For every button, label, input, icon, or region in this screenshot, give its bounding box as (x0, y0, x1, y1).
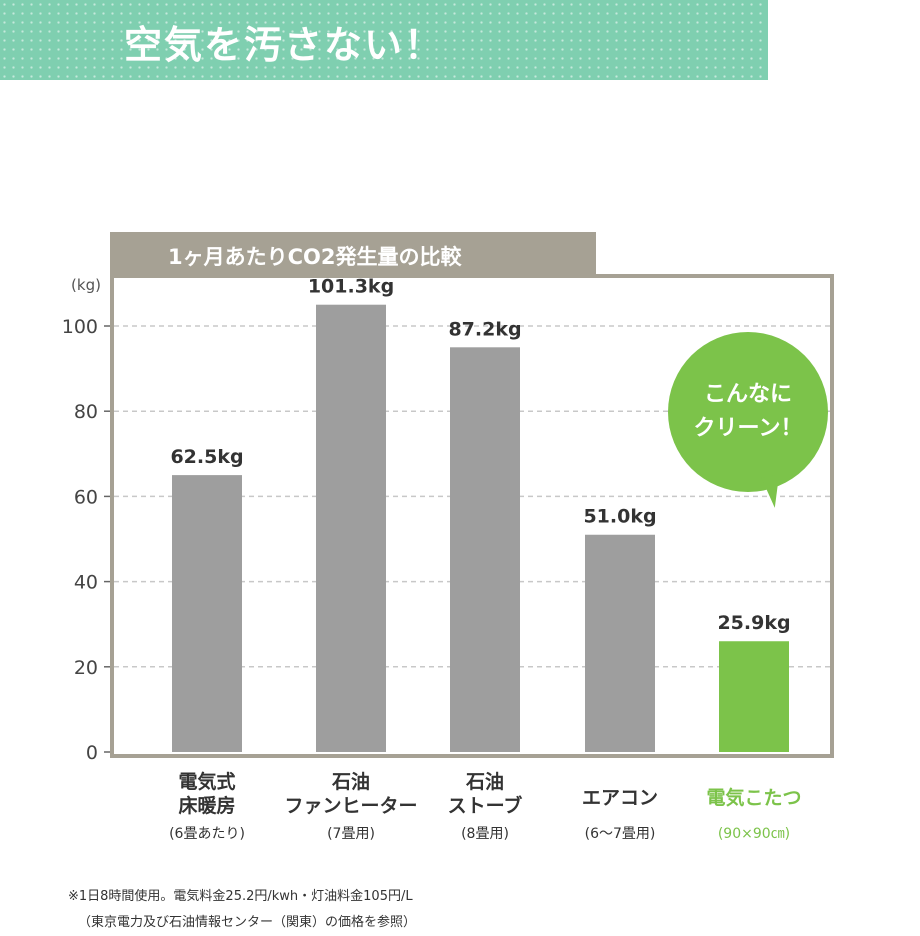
value-label-3: 51.0kg (583, 506, 656, 528)
category-0-note: (6畳あたり) (169, 826, 245, 842)
value-label-1: 101.3kg (308, 276, 394, 298)
category-label-4: 電気こたつ (90×90㎝) (669, 786, 839, 844)
y-tick-label-20: 20 (74, 657, 98, 679)
value-label-0: 62.5kg (170, 446, 243, 468)
y-tick-label-60: 60 (74, 486, 98, 508)
callout-line-2: クリーン！ (693, 416, 803, 441)
category-label-2: 石油 ストーブ (8畳用) (400, 770, 570, 844)
category-label-1: 石油 ファンヒーター (7畳用) (266, 770, 436, 844)
category-3-note: (6〜7畳用) (584, 826, 656, 842)
y-tick-label-0: 0 (86, 742, 98, 764)
category-0-line-1: 床暖房 (178, 795, 236, 817)
category-1-line-1: ファンヒーター (284, 795, 418, 817)
category-label-0: 電気式 床暖房 (6畳あたり) (122, 770, 292, 844)
category-label-3: エアコン (6〜7畳用) (535, 786, 705, 844)
value-label-2: 87.2kg (448, 318, 521, 340)
value-label-4: 25.9kg (717, 612, 790, 634)
bar-1 (316, 304, 386, 752)
bar-2 (450, 347, 520, 752)
footnote-line-2: （東京電力及び石油情報センター（関東）の価格を参照） (78, 915, 417, 930)
footnote: ※1日8時間使用。電気料金25.2円/kwh・灯油料金105円/L （東京電力及… (68, 884, 416, 936)
category-4-line-0: 電気こたつ (706, 787, 802, 809)
category-2-line-0: 石油 (465, 771, 504, 793)
title-banner: 空気を汚さない！ (0, 0, 768, 80)
callout-bubble: こんなに クリーン！ (668, 332, 828, 492)
category-1-note: (7畳用) (327, 826, 375, 842)
bar-3 (585, 534, 655, 752)
category-2-note: (8畳用) (461, 826, 509, 842)
category-3-line-0: エアコン (581, 787, 658, 809)
chart-title-tab: 1ヶ月あたりCO2発生量の比較 (110, 232, 596, 276)
y-tick-label-40: 40 (74, 572, 98, 594)
category-2-line-1: ストーブ (447, 795, 523, 817)
chart-title: 1ヶ月あたりCO2発生量の比較 (168, 245, 462, 269)
footnote-line-1: ※1日8時間使用。電気料金25.2円/kwh・灯油料金105円/L (68, 889, 413, 904)
callout-line-1: こんなに (703, 382, 792, 407)
y-tick-label-80: 80 (74, 401, 98, 423)
bar-4 (719, 641, 789, 752)
y-tick-label-100: 100 (62, 316, 98, 338)
banner-title: 空気を汚さない！ (124, 23, 445, 67)
bar-0 (172, 475, 242, 752)
category-4-note: (90×90㎝) (717, 826, 791, 842)
category-0-line-0: 電気式 (178, 771, 236, 793)
y-axis-unit-label: (kg) (71, 276, 101, 294)
category-1-line-0: 石油 (331, 771, 370, 793)
